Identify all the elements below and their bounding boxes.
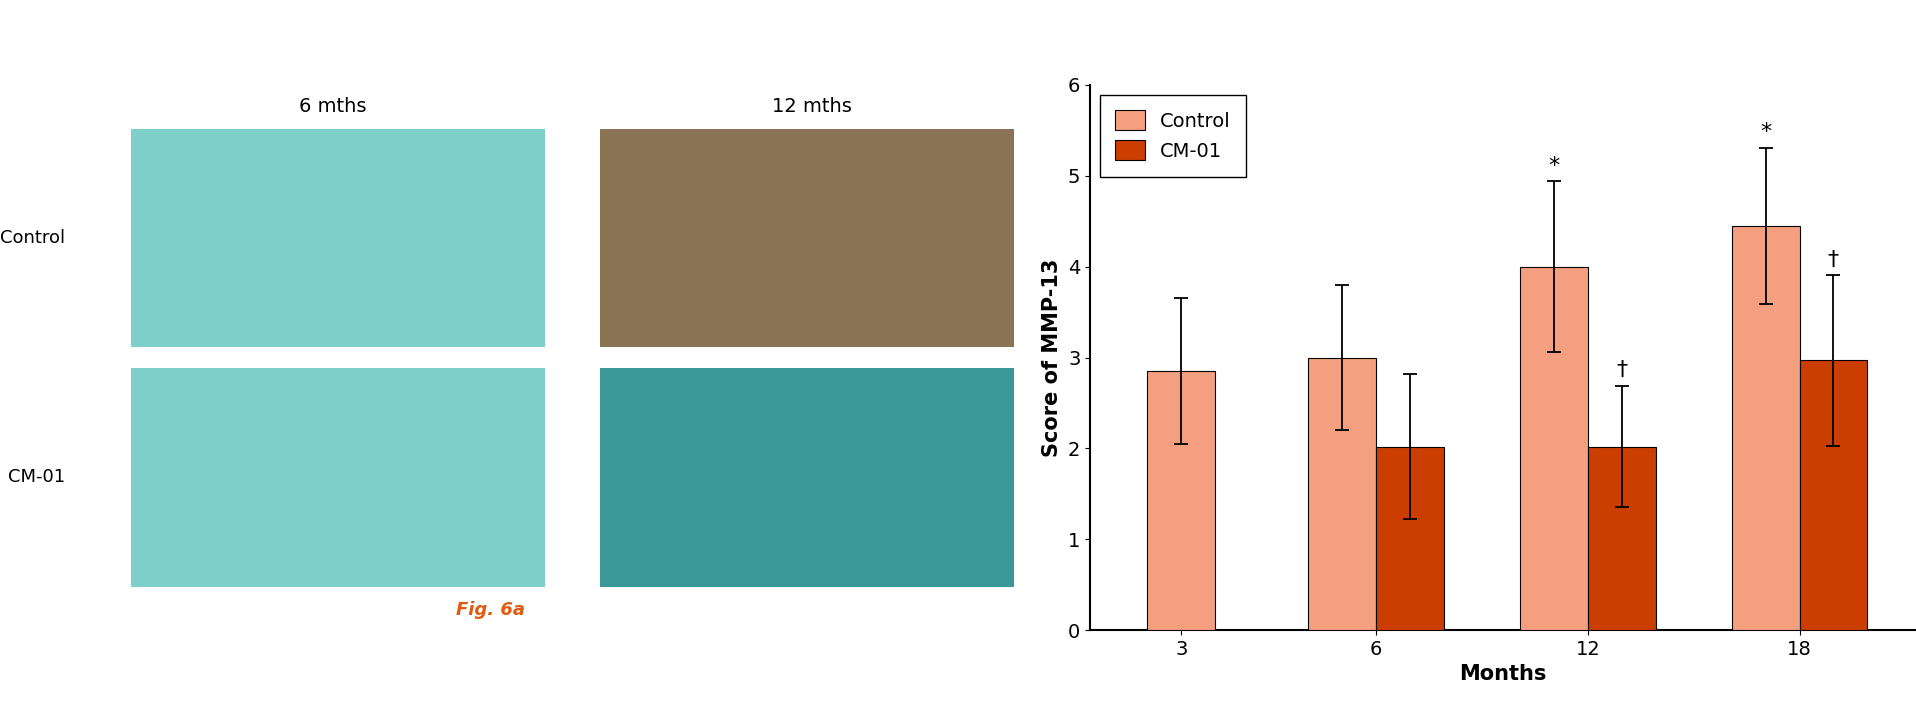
Legend: Control, CM-01: Control, CM-01 <box>1100 95 1247 176</box>
Bar <box>1376 447 1445 630</box>
Text: †: † <box>1615 360 1627 380</box>
Text: CM-01: CM-01 <box>8 469 65 486</box>
Bar <box>1588 447 1655 630</box>
Bar <box>1732 226 1799 630</box>
Text: 12 mths: 12 mths <box>772 97 853 116</box>
Text: Control: Control <box>0 229 65 246</box>
Text: 6 mths: 6 mths <box>299 97 366 116</box>
Bar <box>600 129 1014 347</box>
Bar <box>1799 360 1868 630</box>
Text: *: * <box>1761 122 1770 142</box>
Bar <box>130 129 544 347</box>
Bar <box>600 368 1014 586</box>
Bar <box>1148 371 1215 630</box>
Text: Fig. 6a: Fig. 6a <box>456 601 525 620</box>
Bar <box>1309 358 1376 630</box>
Y-axis label: Score of MMP-13: Score of MMP-13 <box>1042 258 1061 457</box>
Text: *: * <box>1548 156 1560 176</box>
Text: †: † <box>1828 249 1839 270</box>
Bar <box>1519 267 1588 630</box>
Bar <box>130 368 544 586</box>
X-axis label: Months: Months <box>1460 664 1546 685</box>
